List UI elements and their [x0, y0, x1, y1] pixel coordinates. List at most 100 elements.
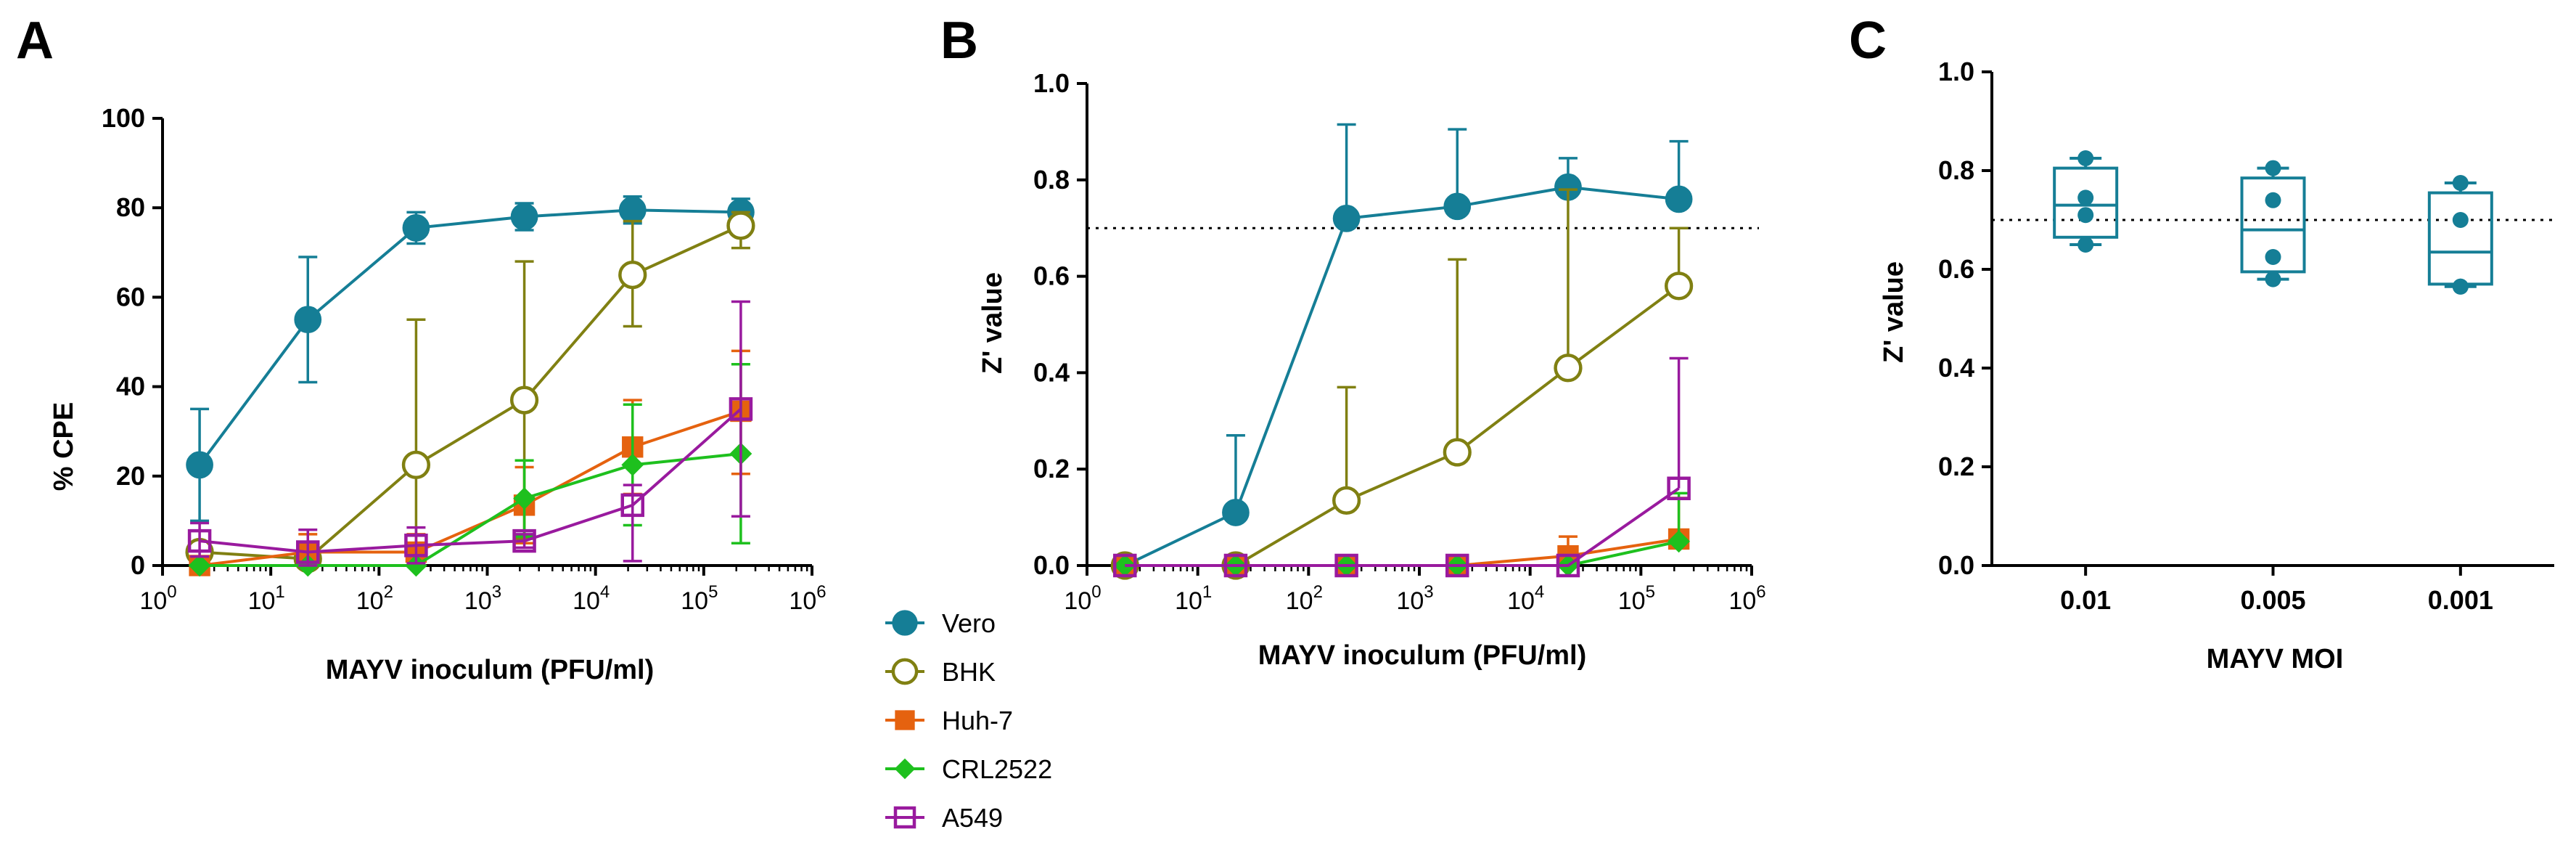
legend-marker — [894, 758, 916, 780]
x-tick-label: 101 — [1175, 582, 1212, 615]
data-point — [187, 528, 212, 553]
panel-label-b: B — [940, 12, 978, 70]
data-point — [2265, 249, 2281, 265]
data-point — [401, 450, 431, 480]
legend-item-huh-7: Huh-7 — [885, 706, 1013, 735]
legend-label: Vero — [942, 608, 996, 638]
x-tick-label: 102 — [1286, 582, 1323, 615]
x-tick-label: 101 — [248, 582, 285, 615]
y-tick-label: 0.6 — [1938, 254, 1974, 284]
data-point — [1445, 553, 1469, 578]
data-point — [620, 493, 644, 518]
data-point — [510, 203, 538, 231]
x-axis-title-c: MAYV MOI — [2207, 644, 2344, 674]
series-bhk — [1110, 188, 1694, 580]
series-line — [1125, 487, 1680, 567]
data-point — [402, 214, 430, 242]
x-tick-label: 105 — [1618, 582, 1655, 615]
legend-item-crl2522: CRL2522 — [885, 754, 1052, 784]
y-tick-label: 1.0 — [1938, 57, 1974, 86]
data-point — [1667, 476, 1691, 501]
y-axis-title-b: Z' value — [977, 272, 1008, 374]
y-tick-label: 0.2 — [1033, 454, 1070, 483]
legend-marker — [895, 710, 915, 730]
data-point — [188, 554, 211, 577]
box-0.001 — [2427, 175, 2493, 295]
data-point — [2452, 212, 2469, 228]
data-point — [726, 211, 755, 240]
x-axis-title-a: MAYV inoculum (PFU/ml) — [326, 655, 655, 685]
data-point — [2452, 175, 2469, 191]
data-point — [404, 534, 428, 558]
data-point — [1223, 553, 1248, 578]
series-line — [1124, 185, 1679, 567]
data-point — [2265, 271, 2281, 287]
series-a549 — [1113, 356, 1691, 578]
y-tick-label: 0.8 — [1033, 165, 1070, 195]
data-point — [1334, 553, 1358, 578]
y-axis-title-a: % CPE — [49, 402, 79, 491]
data-point — [1443, 192, 1472, 221]
y-tick-label: 1.0 — [1033, 68, 1070, 98]
data-point — [2077, 189, 2094, 206]
box-0.005 — [2240, 160, 2306, 287]
data-point — [2077, 207, 2094, 224]
data-point — [1664, 272, 1694, 301]
box-0.01 — [2053, 150, 2119, 253]
series-line — [198, 208, 741, 466]
box — [2427, 191, 2493, 286]
x-tick-label: 105 — [681, 582, 718, 615]
x-axis-title-b: MAYV inoculum (PFU/ml) — [1258, 640, 1587, 671]
series-bhk — [185, 211, 755, 574]
y-tick-label: 60 — [116, 282, 145, 311]
y-tick-label: 0.0 — [1938, 550, 1974, 580]
data-point — [512, 528, 536, 553]
y-axis-title-c: Z' value — [1879, 261, 1909, 363]
series-a549 — [187, 300, 753, 567]
legend-marker — [892, 610, 918, 636]
data-point — [2077, 237, 2094, 253]
data-point — [509, 385, 539, 415]
panel-label-c: C — [1849, 12, 1887, 70]
data-point — [1332, 205, 1361, 232]
data-point — [1554, 354, 1583, 383]
data-point — [2452, 278, 2469, 295]
legend-label: BHK — [942, 657, 996, 687]
data-point — [1668, 530, 1691, 553]
data-point — [513, 487, 536, 510]
data-point — [294, 306, 322, 334]
data-point — [1665, 185, 1693, 213]
x-tick-label: 0.01 — [2060, 585, 2111, 615]
legend-marker — [893, 806, 916, 829]
x-tick-label: 103 — [1396, 582, 1433, 615]
y-tick-label: 0.6 — [1033, 261, 1070, 291]
y-tick-label: 100 — [102, 103, 145, 133]
x-tick-label: 106 — [789, 582, 826, 615]
data-point — [295, 540, 320, 564]
data-point — [1443, 438, 1472, 467]
y-tick-label: 0.2 — [1938, 452, 1974, 481]
data-point — [1556, 553, 1580, 578]
series-line — [199, 224, 742, 560]
x-tick-label: 103 — [464, 582, 501, 615]
x-tick-label: 106 — [1728, 582, 1765, 615]
series-line — [1125, 285, 1680, 567]
series-line — [200, 452, 742, 567]
data-point — [2265, 192, 2281, 208]
y-tick-label: 40 — [116, 372, 145, 401]
data-point — [186, 451, 213, 479]
x-tick-label: 0.001 — [2428, 585, 2493, 615]
legend-item-vero: Vero — [885, 608, 996, 638]
y-tick-label: 80 — [116, 192, 145, 222]
legend-label: CRL2522 — [942, 754, 1052, 784]
data-point — [1113, 553, 1137, 578]
data-point — [2265, 160, 2281, 176]
series-line — [199, 407, 742, 554]
x-tick-label: 102 — [356, 582, 393, 615]
y-tick-label: 0.4 — [1938, 353, 1974, 383]
y-tick-label: 0.0 — [1033, 550, 1070, 580]
data-point — [405, 554, 427, 577]
